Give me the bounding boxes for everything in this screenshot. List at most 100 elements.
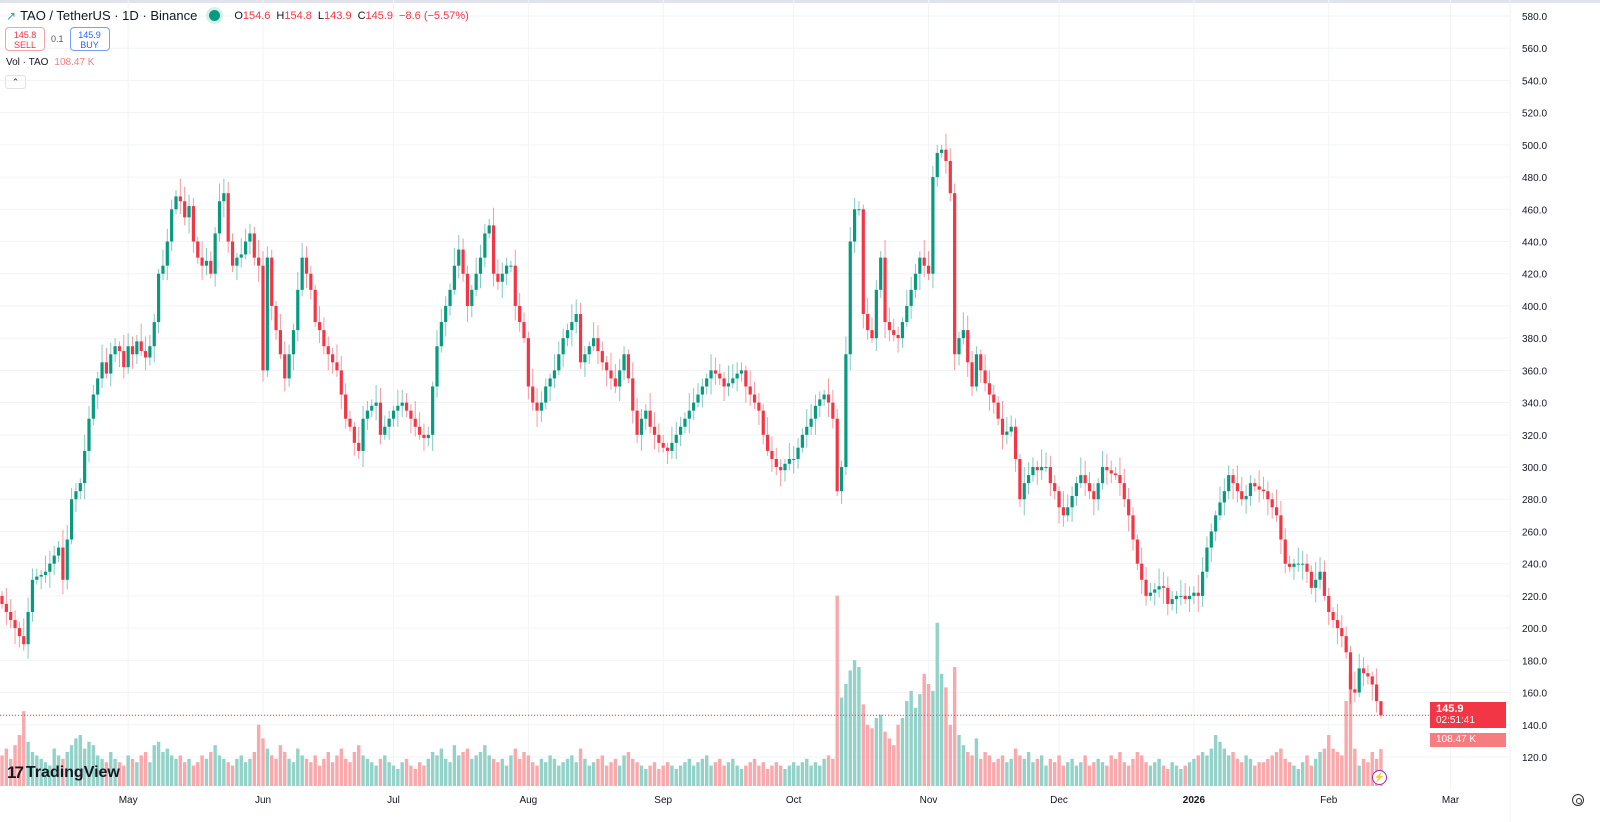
settings-icon[interactable] xyxy=(1572,794,1584,806)
candle-body xyxy=(78,483,82,492)
volume-bar xyxy=(1248,758,1253,786)
volume-bar xyxy=(970,755,974,786)
volume-bar xyxy=(1305,755,1309,786)
volume-bar xyxy=(979,758,983,786)
volume-bar xyxy=(65,752,69,786)
candle-body xyxy=(391,410,396,419)
candle-body xyxy=(548,378,552,387)
volume-bar xyxy=(1287,762,1292,786)
volume-bar xyxy=(1074,765,1079,786)
close-label: C xyxy=(357,9,366,22)
volume-bar xyxy=(35,755,39,786)
candle-body xyxy=(483,233,487,258)
candle-body xyxy=(1022,483,1026,500)
candle-body xyxy=(339,370,343,395)
y-tick-label: 440.0 xyxy=(1522,238,1547,249)
sell-button[interactable]: 145.8 SELL xyxy=(5,27,45,51)
x-tick-label: Feb xyxy=(1320,795,1338,806)
volume-bar xyxy=(961,745,966,786)
candle-body xyxy=(1296,563,1300,565)
volume-bar xyxy=(1327,735,1331,786)
candle-body xyxy=(1327,595,1331,613)
volume-bar xyxy=(1318,752,1322,786)
candle-body xyxy=(357,442,361,451)
volume-bar xyxy=(805,758,809,786)
candle-body xyxy=(509,265,513,267)
market-status-icon[interactable] xyxy=(209,10,221,21)
high-label: H xyxy=(276,9,285,22)
volume-bar xyxy=(191,765,196,786)
candle-body xyxy=(491,225,496,274)
candle-body xyxy=(922,257,926,266)
y-tick-label: 500.0 xyxy=(1522,141,1547,152)
candle-body xyxy=(518,305,522,323)
y-tick-label: 560.0 xyxy=(1522,44,1547,55)
volume-bar xyxy=(883,731,887,786)
candle-body xyxy=(335,362,339,371)
candle-body xyxy=(761,410,765,435)
y-tick-label: 580.0 xyxy=(1522,12,1547,23)
candle-body xyxy=(822,394,826,400)
volume-bar xyxy=(1200,752,1205,786)
volume-bar xyxy=(122,765,126,786)
candle-body xyxy=(1109,470,1113,474)
candle-body xyxy=(65,539,69,580)
symbol-title[interactable]: TAO / TetherUS · 1D · Binance xyxy=(20,8,198,23)
candle-body xyxy=(1174,595,1179,600)
candle-body xyxy=(1288,563,1292,567)
volume-bar xyxy=(631,758,635,786)
volume-bar xyxy=(839,697,844,786)
candle-body xyxy=(652,426,657,435)
volume-bar xyxy=(1174,765,1179,786)
volume-bar xyxy=(822,758,826,786)
volume-bar xyxy=(800,762,805,786)
volume-bar xyxy=(343,758,348,786)
tradingview-logo[interactable]: 17 TradingView xyxy=(7,763,120,783)
volume-bar xyxy=(1379,749,1383,786)
volume-bar xyxy=(1353,748,1357,786)
chevron-up-icon[interactable]: ⌃ xyxy=(5,75,26,89)
candle-body xyxy=(257,257,261,266)
volume-bar xyxy=(748,762,752,786)
last-price-label: 145.9 02:51:41 xyxy=(1430,702,1506,728)
volume-bar xyxy=(1227,755,1231,786)
volume-bar xyxy=(1140,755,1144,786)
candle-body xyxy=(926,265,931,274)
candle-body xyxy=(583,354,587,363)
candle-body xyxy=(113,346,117,355)
bar-countdown: 02:51:41 xyxy=(1436,715,1475,726)
volume-bar xyxy=(909,690,913,786)
volume-bar xyxy=(613,758,618,786)
volume-bar xyxy=(209,752,213,786)
candle-body xyxy=(748,386,752,395)
low-label: L xyxy=(317,9,325,22)
volume-bar xyxy=(1053,762,1057,786)
candle-body xyxy=(1244,496,1248,500)
y-tick-label: 120.0 xyxy=(1522,753,1547,764)
candle-body xyxy=(1357,668,1361,693)
candle-body xyxy=(996,402,1000,419)
candle-body xyxy=(657,434,661,443)
volume-bar xyxy=(313,755,317,786)
candle-body xyxy=(304,257,309,274)
volume-bar xyxy=(391,765,396,786)
y-tick-label: 200.0 xyxy=(1522,624,1547,635)
candle-body xyxy=(322,330,326,347)
candle-body xyxy=(957,338,961,355)
candle-body xyxy=(644,410,648,419)
candle-body xyxy=(961,330,965,339)
volume-legend[interactable]: Vol · TAO 108.47 K xyxy=(6,57,94,68)
candle-body xyxy=(1135,539,1139,564)
y-tick-label: 160.0 xyxy=(1522,689,1547,700)
candle-body xyxy=(892,330,896,335)
volume-bar xyxy=(1079,762,1083,786)
volume-bar xyxy=(517,758,522,786)
volume-bar xyxy=(783,769,787,786)
candle-body xyxy=(1144,579,1148,596)
volume-bar xyxy=(383,755,387,786)
lightning-icon[interactable]: ⚡ xyxy=(1372,770,1387,785)
volume-bar xyxy=(987,755,992,786)
volume-bar xyxy=(713,762,718,786)
buy-button[interactable]: 145.9 BUY xyxy=(69,27,110,51)
